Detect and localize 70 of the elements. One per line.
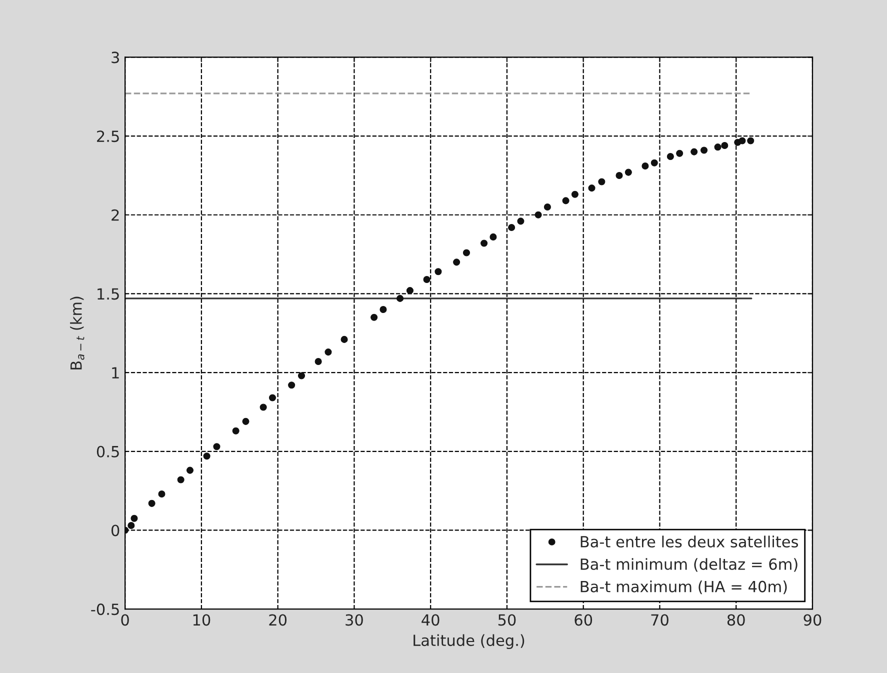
point xyxy=(690,148,698,156)
point xyxy=(232,427,240,434)
point xyxy=(598,178,606,186)
point xyxy=(666,153,674,160)
x-tick-label: 40 xyxy=(422,614,440,626)
point xyxy=(203,452,210,460)
point xyxy=(177,476,184,484)
x-tick-label: 30 xyxy=(346,614,363,626)
legend-label: Ba-t maximum (HA = 40m) xyxy=(580,580,787,594)
legend-label: Ba-t entre les deux satellites xyxy=(580,536,798,548)
point xyxy=(714,144,722,151)
point xyxy=(453,258,460,266)
point xyxy=(396,294,404,302)
point xyxy=(213,443,220,450)
legend-label: Ba-t minimum (deltaz = 6m) xyxy=(580,558,798,572)
point xyxy=(128,522,135,530)
point xyxy=(738,137,746,144)
point xyxy=(700,146,708,154)
point xyxy=(406,287,414,294)
point xyxy=(314,358,322,366)
point xyxy=(747,137,754,144)
x-tick-label: 10 xyxy=(193,614,210,626)
point xyxy=(130,514,138,522)
point xyxy=(624,168,632,176)
point xyxy=(462,249,470,256)
point xyxy=(268,394,276,402)
point xyxy=(650,159,658,166)
point xyxy=(186,466,194,474)
point xyxy=(480,240,488,247)
y-tick-label: 3 xyxy=(112,52,119,64)
point xyxy=(517,218,524,225)
x-tick-label: 70 xyxy=(651,614,668,626)
point xyxy=(544,203,551,211)
x-tick-label: 80 xyxy=(727,614,745,626)
y-tick-label: 1 xyxy=(112,367,119,378)
point xyxy=(242,418,250,425)
point xyxy=(721,142,728,150)
point xyxy=(158,490,166,498)
point xyxy=(534,211,542,218)
point xyxy=(562,197,570,204)
x-tick-label: 90 xyxy=(804,614,822,626)
point xyxy=(324,348,332,356)
x-tick-label: 20 xyxy=(269,614,287,626)
point xyxy=(642,162,649,170)
x-axis-title: Latitude (deg.) xyxy=(414,634,524,650)
point xyxy=(588,184,596,192)
y-tick-label: 0.5 xyxy=(96,446,119,458)
point xyxy=(616,172,623,179)
point xyxy=(490,233,497,240)
x-tick-label: 0 xyxy=(121,614,129,626)
y-axis-title: B$_{a−t}$ (km) xyxy=(70,296,84,370)
point xyxy=(260,404,267,411)
point xyxy=(423,276,430,284)
y-tick-label: 2.5 xyxy=(97,130,119,142)
y-tick-label: -0.5 xyxy=(91,604,119,616)
point xyxy=(508,224,516,232)
point xyxy=(340,336,348,343)
point xyxy=(148,500,156,507)
y-tick-label: 2 xyxy=(112,209,119,221)
point xyxy=(370,314,378,321)
y-tick-label: 1.5 xyxy=(98,288,119,300)
y-tick-label: 0 xyxy=(111,524,120,536)
point xyxy=(288,382,296,389)
x-tick-label: 50 xyxy=(498,614,516,626)
point xyxy=(571,190,578,198)
point xyxy=(298,372,306,380)
point xyxy=(434,268,442,276)
point xyxy=(676,150,684,157)
x-tick-label: 60 xyxy=(574,614,592,626)
point xyxy=(380,306,387,313)
